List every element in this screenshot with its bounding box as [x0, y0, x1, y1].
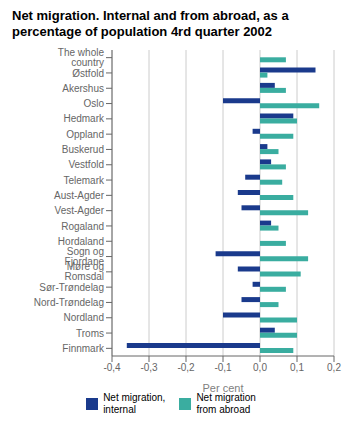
svg-text:Telemark: Telemark — [63, 175, 105, 186]
svg-text:Buskerud: Buskerud — [62, 144, 104, 155]
svg-text:-0,2: -0,2 — [177, 362, 195, 373]
svg-text:Vest-Agder: Vest-Agder — [55, 205, 105, 216]
svg-text:Nordland: Nordland — [63, 312, 104, 323]
svg-text:-0,4: -0,4 — [103, 362, 121, 373]
svg-text:Rogaland: Rogaland — [61, 221, 104, 232]
svg-text:Oppland: Oppland — [66, 129, 104, 140]
svg-text:Finnmark: Finnmark — [62, 343, 105, 354]
svg-text:Møre ogRomsdal: Møre ogRomsdal — [65, 261, 104, 282]
svg-text:0,1: 0,1 — [290, 362, 304, 373]
svg-text:Nord-Trøndelag: Nord-Trøndelag — [34, 297, 104, 308]
svg-text:Sør-Trøndelag: Sør-Trøndelag — [39, 282, 104, 293]
svg-text:Troms: Troms — [76, 328, 104, 339]
svg-text:Østfold: Østfold — [72, 68, 104, 79]
svg-text:The wholecountry: The wholecountry — [58, 47, 105, 68]
svg-text:0,2: 0,2 — [327, 362, 341, 373]
svg-text:Oslo: Oslo — [83, 98, 104, 109]
svg-text:-0,1: -0,1 — [214, 362, 232, 373]
svg-text:Aust-Agder: Aust-Agder — [54, 190, 105, 201]
svg-text:0,0: 0,0 — [253, 362, 267, 373]
svg-text:Vestfold: Vestfold — [68, 159, 104, 170]
svg-text:Hedmark: Hedmark — [63, 113, 105, 124]
svg-text:Per cent: Per cent — [203, 382, 244, 394]
svg-text:Akershus: Akershus — [62, 83, 104, 94]
svg-text:-0,3: -0,3 — [140, 362, 158, 373]
